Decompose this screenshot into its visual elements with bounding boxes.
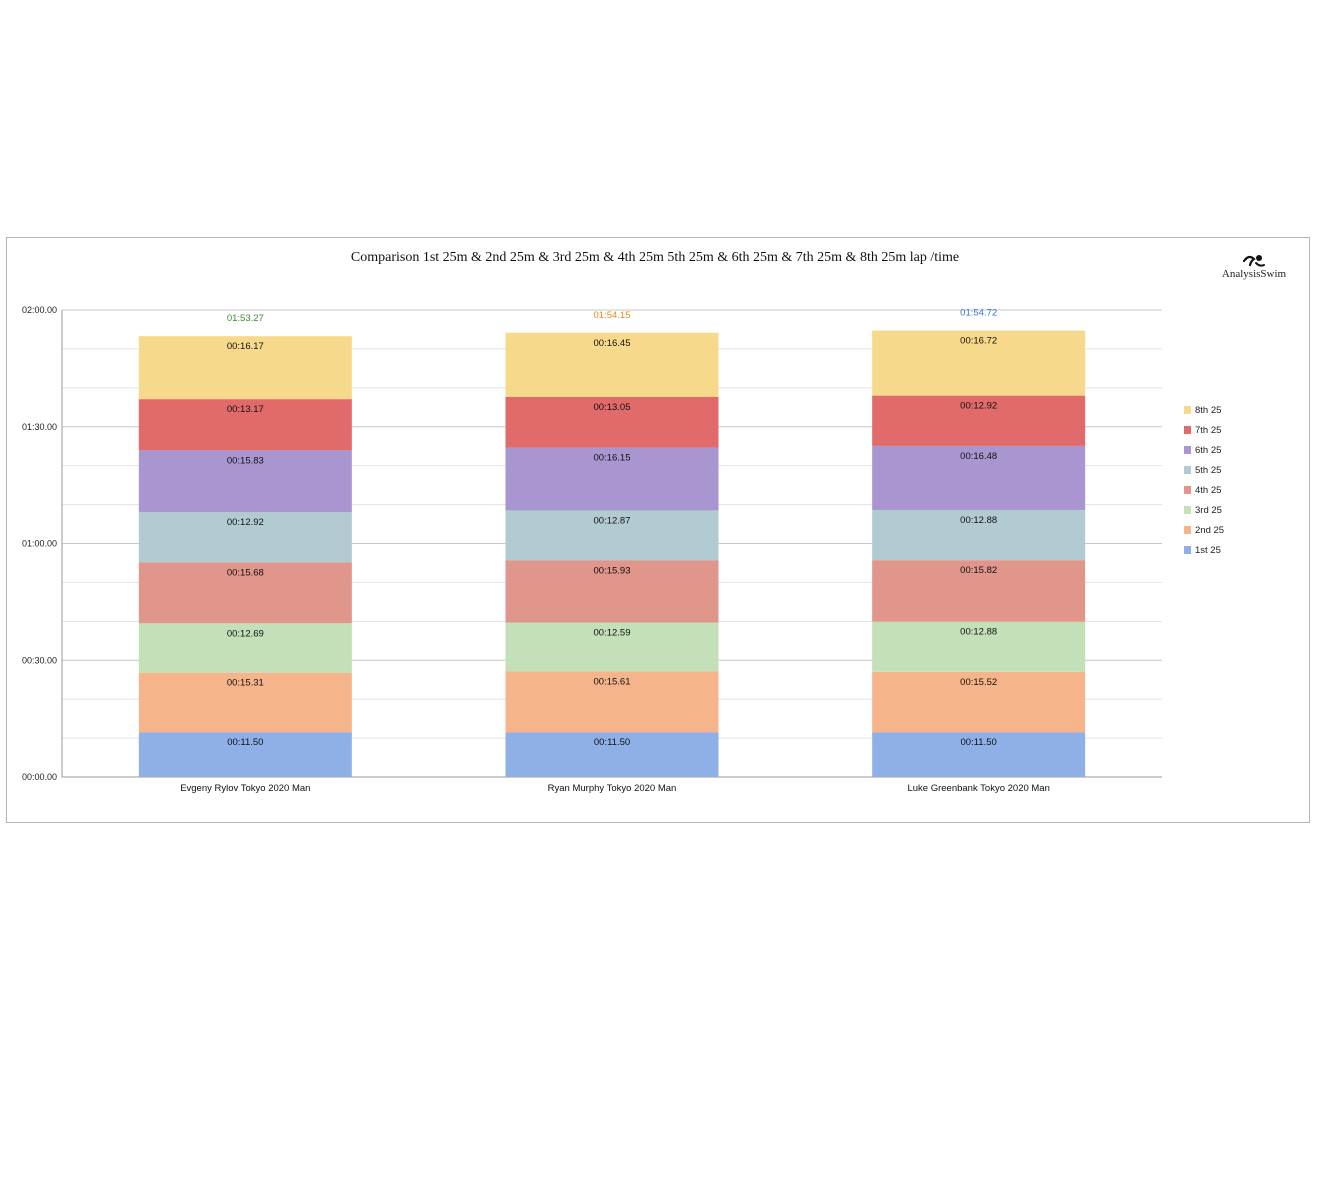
segment-label: 00:15.61 <box>594 676 631 687</box>
logo-text: AnalysisSwim <box>1222 268 1287 280</box>
legend-label: 8th 25 <box>1195 405 1221 416</box>
bar-segment <box>138 732 352 777</box>
legend-label: 2nd 25 <box>1195 525 1224 536</box>
segment-label: 00:11.50 <box>594 737 630 748</box>
bar-segment <box>138 562 352 624</box>
bar-segment <box>872 445 1086 511</box>
bar-segment <box>505 510 719 561</box>
segment-label: 00:16.72 <box>960 336 997 347</box>
chart-title: Comparison 1st 25m & 2nd 25m & 3rd 25m &… <box>351 250 959 265</box>
legend: 8th 25 7th 25 6th 25 5th 25 4th 25 3rd 25 2nd … <box>1184 405 1224 556</box>
y-tick-label: 01:00.00 <box>22 539 57 549</box>
segment-label: 00:15.83 <box>227 455 264 466</box>
segment-label: 00:12.92 <box>960 401 997 412</box>
bar-segment <box>138 336 352 400</box>
segment-label: 00:15.93 <box>594 566 631 577</box>
segment-label: 00:16.15 <box>594 453 631 464</box>
y-tick-label: 02:00.00 <box>22 305 57 315</box>
y-tick-label: 01:30.00 <box>22 422 57 432</box>
bar-segment <box>872 395 1086 446</box>
legend-swatch <box>1184 526 1191 534</box>
segment-label: 00:15.52 <box>960 677 997 688</box>
analysisswim-logo: AnalysisSwim <box>1222 255 1287 280</box>
segment-label: 00:15.68 <box>227 567 264 578</box>
legend-label: 5th 25 <box>1195 465 1221 476</box>
legend-swatch <box>1184 446 1191 454</box>
bar-segment <box>872 330 1086 396</box>
bar-segment <box>138 672 352 733</box>
bar-segment <box>138 623 352 673</box>
bars <box>138 330 1086 777</box>
data-labels: 00:11.50 00:15.31 00:12.69 00:15.68 00:12.92… <box>227 308 997 749</box>
segment-label: 00:16.17 <box>227 341 264 352</box>
legend-label: 4th 25 <box>1195 485 1221 496</box>
legend-swatch <box>1184 546 1191 554</box>
y-tick-label: 00:00.00 <box>22 772 57 782</box>
legend-swatch <box>1184 426 1191 434</box>
bar-segment <box>138 511 352 563</box>
category-label: Ryan Murphy Tokyo 2020 Man <box>548 783 677 794</box>
segment-label: 00:13.17 <box>227 404 264 415</box>
legend-swatch <box>1184 506 1191 514</box>
bar-segment <box>138 399 352 451</box>
segment-label: 00:12.69 <box>227 628 264 639</box>
legend-label: 7th 25 <box>1195 425 1221 436</box>
segment-label: 00:15.31 <box>227 678 264 689</box>
category-label: Luke Greenbank Tokyo 2020 Man <box>907 783 1049 794</box>
segment-label: 00:16.45 <box>594 338 631 349</box>
segment-label: 00:15.82 <box>960 565 997 576</box>
bar-segment <box>872 510 1086 561</box>
legend-swatch <box>1184 466 1191 474</box>
segment-label: 00:12.92 <box>227 517 264 528</box>
bar-segment <box>505 622 719 672</box>
segment-label: 00:11.50 <box>961 737 997 748</box>
segment-label: 00:12.87 <box>594 515 631 526</box>
chart-frame: Comparison 1st 25m & 2nd 25m & 3rd 25m &… <box>6 237 1310 823</box>
bar-segment <box>872 671 1086 733</box>
total-label: 01:54.72 <box>960 308 997 319</box>
bar-segment <box>505 671 719 733</box>
total-label: 01:53.27 <box>227 313 264 324</box>
legend-label: 6th 25 <box>1195 445 1221 456</box>
bar-segment <box>505 732 719 777</box>
bar-segment <box>505 560 719 623</box>
segment-label: 00:12.88 <box>960 515 997 526</box>
bar-segment <box>505 396 719 448</box>
segment-label: 00:13.05 <box>594 402 631 413</box>
segment-label: 00:16.48 <box>960 451 997 462</box>
legend-swatch <box>1184 486 1191 494</box>
x-axis: Evgeny Rylov Tokyo 2020 Man Ryan Murphy T… <box>180 783 1050 794</box>
category-label: Evgeny Rylov Tokyo 2020 Man <box>180 783 310 794</box>
segment-label: 00:12.59 <box>594 628 631 639</box>
stacked-bar-chart: Comparison 1st 25m & 2nd 25m & 3rd 25m &… <box>22 250 1287 794</box>
bar-segment <box>872 560 1086 622</box>
legend-label: 1st 25 <box>1195 545 1221 556</box>
segment-label: 00:12.88 <box>960 627 997 638</box>
bar-segment <box>505 332 719 397</box>
legend-swatch <box>1184 406 1191 414</box>
segment-label: 00:11.50 <box>227 737 263 748</box>
y-tick-label: 00:30.00 <box>22 655 57 665</box>
bar-segment <box>505 447 719 511</box>
bar-segment <box>138 450 352 512</box>
legend-label: 3rd 25 <box>1195 505 1222 516</box>
bar-segment <box>872 621 1086 672</box>
bar-segment <box>872 732 1086 777</box>
total-label: 01:54.15 <box>594 310 631 321</box>
swimmer-icon <box>1242 255 1265 267</box>
